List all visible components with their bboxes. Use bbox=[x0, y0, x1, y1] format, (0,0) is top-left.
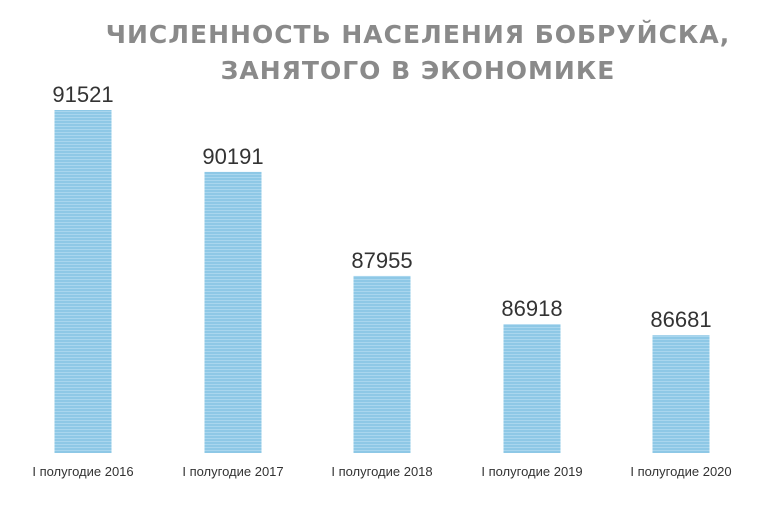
data-label-2: 87955 bbox=[351, 248, 412, 273]
chart-title-line-1: ЧИСЛЕННОСТЬ НАСЕЛЕНИЯ БОБРУЙСКА, bbox=[105, 20, 731, 49]
bar-0 bbox=[54, 110, 112, 453]
data-label-4: 86681 bbox=[650, 307, 711, 332]
x-tick-label-2: I полугодие 2018 bbox=[331, 464, 432, 479]
data-label-0: 91521 bbox=[52, 82, 113, 107]
x-tick-label-0: I полугодие 2016 bbox=[32, 464, 133, 479]
bar-2 bbox=[353, 275, 411, 453]
x-tick-label-4: I полугодие 2020 bbox=[630, 464, 731, 479]
bar-4 bbox=[652, 335, 710, 453]
chart-title-line-2: ЗАНЯТОГО В ЭКОНОМИКЕ bbox=[220, 56, 616, 85]
x-tick-label-1: I полугодие 2017 bbox=[182, 464, 283, 479]
x-tick-label-3: I полугодие 2019 bbox=[481, 464, 582, 479]
bar-1 bbox=[204, 171, 262, 453]
bar-3 bbox=[503, 324, 561, 453]
data-label-1: 90191 bbox=[202, 144, 263, 169]
data-label-3: 86918 bbox=[501, 296, 562, 321]
